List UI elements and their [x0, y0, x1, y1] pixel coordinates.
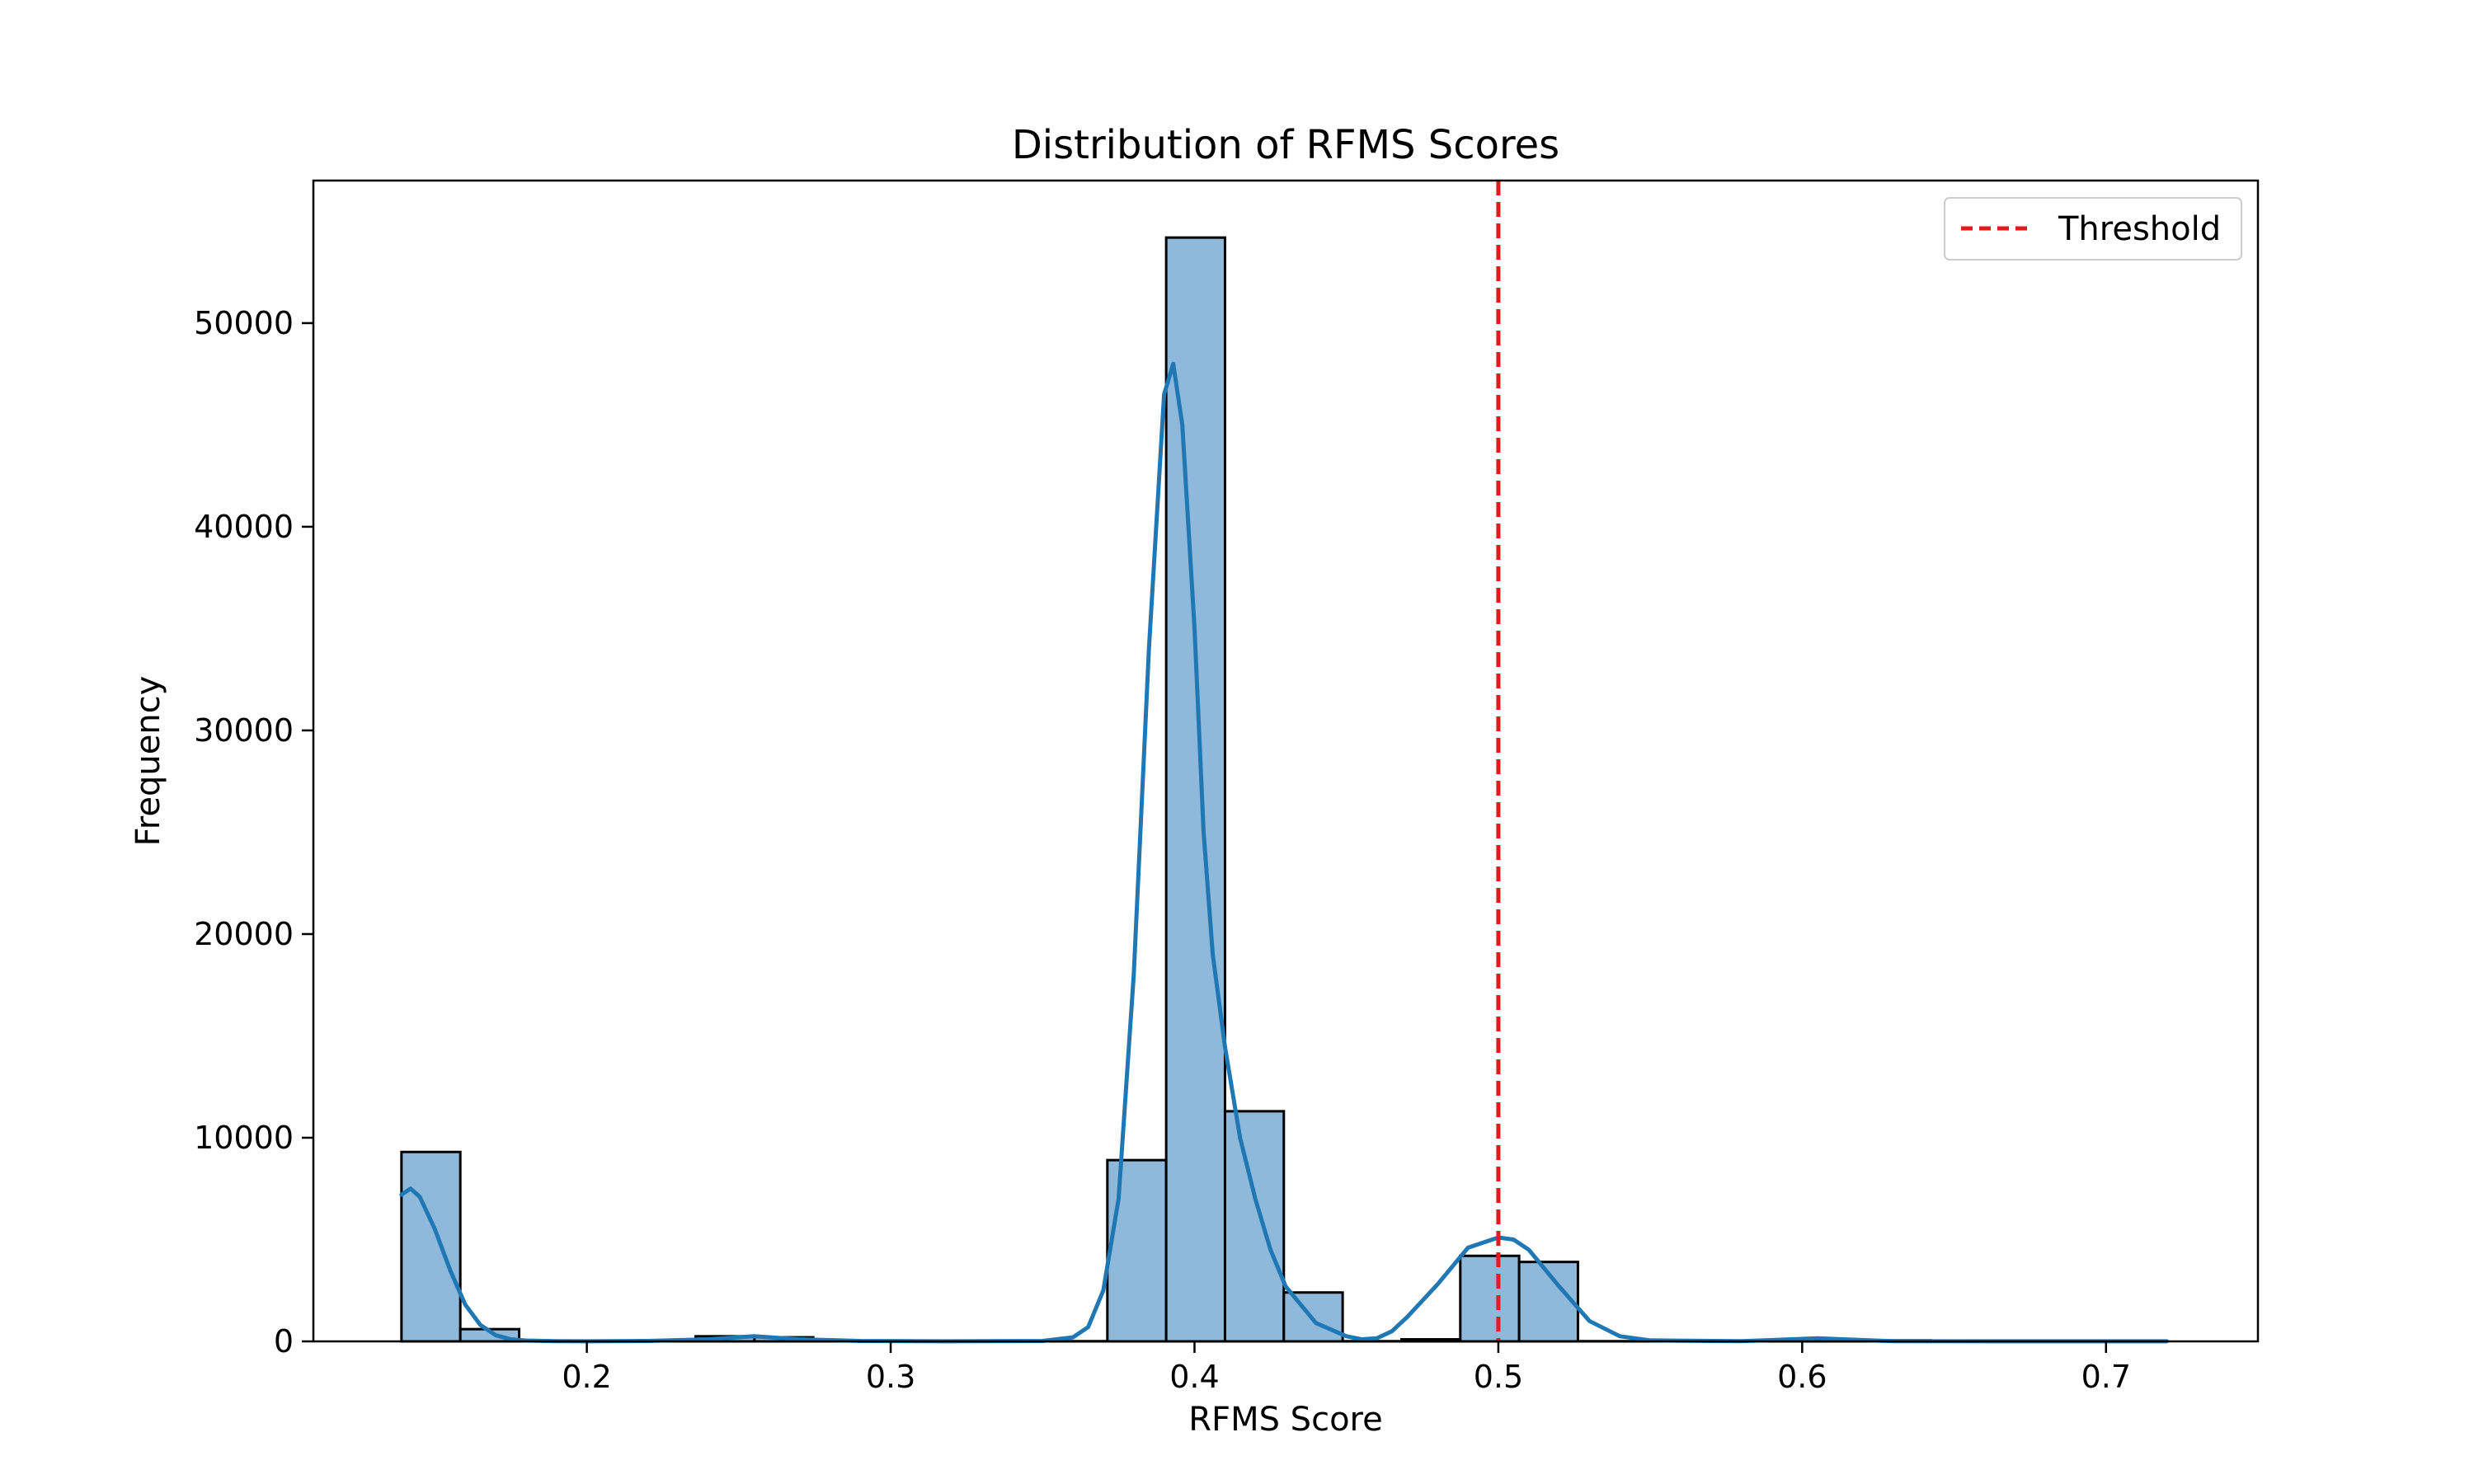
x-axis-label: RFMS Score: [1188, 1401, 1382, 1439]
x-axis-ticks: 0.2 0.3 0.4 0.5 0.6 0.7: [562, 1341, 2131, 1395]
histogram-bar: [1223, 1110, 1286, 1343]
chart-title: Distribution of RFMS Scores: [1012, 122, 1559, 168]
x-tick-label: 0.7: [2081, 1359, 2131, 1395]
histogram-bar: [1164, 236, 1226, 1343]
x-tick-label: 0.2: [562, 1359, 611, 1395]
y-tick-label: 40000: [194, 509, 294, 545]
y-tick-label: 20000: [194, 916, 294, 952]
x-tick-label: 0.3: [866, 1359, 915, 1395]
chart-legend: Threshold: [1944, 197, 2242, 261]
y-axis-ticks: 0 10000 20000 30000 40000 50000: [194, 305, 313, 1360]
histogram-bar: [1459, 1254, 1521, 1343]
y-axis-label: Frequency: [129, 676, 167, 847]
plot-frame: [312, 179, 2260, 1343]
histogram-bar: [1106, 1158, 1168, 1343]
legend-box: [1944, 197, 2242, 261]
y-tick-label: 0: [274, 1323, 294, 1360]
x-tick-label: 0.4: [1169, 1359, 1219, 1395]
x-tick-label: 0.5: [1474, 1359, 1523, 1395]
x-tick-label: 0.6: [1777, 1359, 1827, 1395]
y-tick-label: 30000: [194, 712, 294, 749]
histogram-bar: [400, 1150, 462, 1343]
histogram-bars: [400, 236, 2168, 1343]
y-tick-label: 10000: [194, 1120, 294, 1156]
y-tick-label: 50000: [194, 305, 294, 341]
legend-threshold-label: Threshold: [2058, 210, 2221, 248]
